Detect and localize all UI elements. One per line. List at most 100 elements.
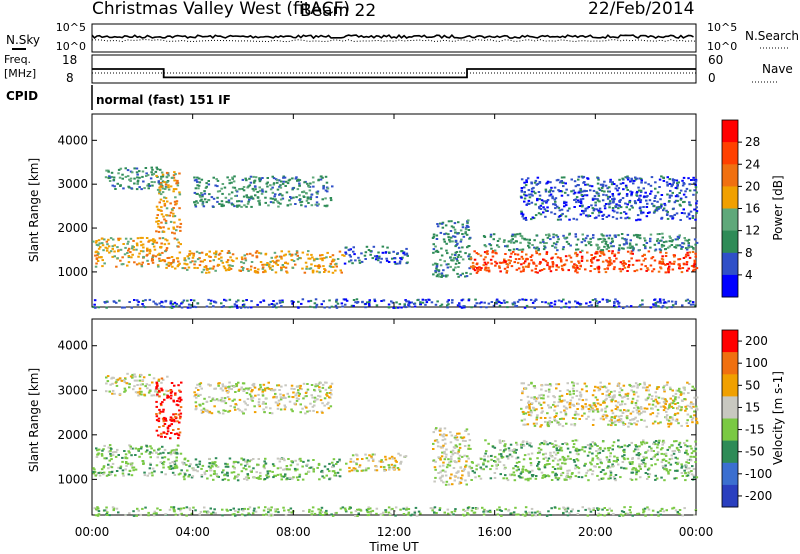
colorbar-tick-label: 20 — [745, 179, 760, 193]
power-cell — [608, 203, 611, 206]
velocity-cell — [193, 395, 196, 398]
power-cell — [166, 180, 169, 183]
velocity-cell — [438, 477, 442, 480]
power-cell — [600, 211, 603, 213]
power-cell — [604, 203, 608, 205]
power-cell — [628, 208, 631, 211]
power-cell — [649, 184, 653, 187]
velocity-cell — [248, 465, 251, 468]
velocity-cell — [290, 387, 293, 390]
power-cell — [467, 219, 470, 222]
power-cell — [387, 306, 391, 309]
velocity-cell — [433, 480, 436, 483]
power-cell — [115, 265, 118, 268]
velocity-cell — [165, 389, 168, 392]
power-cell — [459, 250, 462, 253]
power-cell — [331, 185, 334, 188]
power-cell — [235, 194, 238, 197]
power-cell — [589, 240, 592, 243]
power-cell — [695, 210, 699, 213]
power-cell — [323, 204, 327, 207]
power-cell — [226, 259, 230, 262]
velocity-cell — [559, 465, 562, 468]
power-cell — [503, 239, 506, 242]
power-cell — [330, 260, 334, 263]
power-cell — [507, 240, 511, 243]
velocity-cell — [536, 414, 539, 417]
velocity-cell — [561, 399, 565, 402]
power-cell — [524, 265, 528, 268]
power-cell — [528, 196, 532, 199]
velocity-cell — [609, 474, 613, 477]
velocity-cell — [105, 390, 108, 393]
velocity-cell — [321, 383, 325, 386]
power-cell — [352, 250, 355, 253]
velocity-cell — [564, 458, 568, 461]
power-cell — [432, 243, 435, 246]
power-cell — [615, 184, 619, 187]
power-cell — [654, 248, 658, 251]
power-cell — [172, 212, 175, 215]
power-cell — [590, 260, 593, 263]
velocity-cell — [551, 442, 554, 445]
power-cell — [158, 237, 162, 240]
power-cell — [325, 256, 328, 259]
velocity-cell — [224, 465, 228, 468]
power-cell — [574, 251, 578, 254]
velocity-cell — [568, 469, 571, 472]
power-cell — [329, 197, 333, 199]
power-cell — [628, 242, 632, 245]
power-cell — [151, 261, 155, 264]
velocity-cell — [671, 416, 674, 419]
velocity-cell — [194, 386, 198, 389]
power-cell — [159, 185, 162, 188]
power-cell — [551, 197, 554, 200]
power-cell — [247, 196, 250, 199]
velocity-cell — [124, 389, 127, 392]
power-cell — [349, 259, 353, 262]
velocity-cell — [115, 380, 118, 383]
velocity-cell — [678, 441, 682, 444]
power-cell — [623, 243, 626, 246]
velocity-cell — [617, 463, 620, 466]
power-cell — [315, 303, 319, 306]
velocity-cell — [690, 470, 693, 472]
velocity-cell — [161, 401, 164, 404]
velocity-cell — [137, 449, 140, 452]
power-cell — [695, 206, 698, 209]
power-cell — [212, 197, 216, 200]
power-cell — [583, 194, 587, 197]
velocity-cell — [656, 453, 659, 456]
velocity-cell — [675, 477, 678, 480]
velocity-cell — [461, 474, 464, 477]
power-cell — [690, 245, 693, 248]
velocity-cell — [501, 456, 505, 459]
power-cell — [624, 262, 627, 265]
velocity-cell — [396, 467, 400, 469]
power-cell — [576, 248, 580, 251]
power-cell — [172, 207, 175, 209]
velocity-cell — [690, 407, 693, 410]
power-cell — [142, 256, 145, 259]
power-cell — [128, 301, 131, 303]
power-cell — [106, 243, 109, 246]
velocity-cell — [445, 480, 449, 483]
power-cell — [613, 304, 616, 307]
power-cell — [157, 230, 161, 233]
power-cell — [431, 263, 435, 266]
velocity-cell — [338, 460, 341, 463]
velocity-cell — [163, 393, 166, 396]
power-cell — [575, 306, 578, 308]
velocity-cell — [207, 465, 211, 468]
power-cell — [617, 234, 620, 237]
power-cell — [553, 300, 557, 303]
velocity-cell — [458, 482, 461, 485]
power-cell — [340, 271, 343, 274]
power-cell — [224, 269, 228, 272]
power-cell — [579, 251, 582, 254]
power-cell — [530, 201, 534, 204]
velocity-cell — [323, 404, 326, 407]
velocity-cell — [618, 403, 622, 406]
power-cell — [523, 306, 527, 309]
power-cell — [403, 303, 406, 306]
